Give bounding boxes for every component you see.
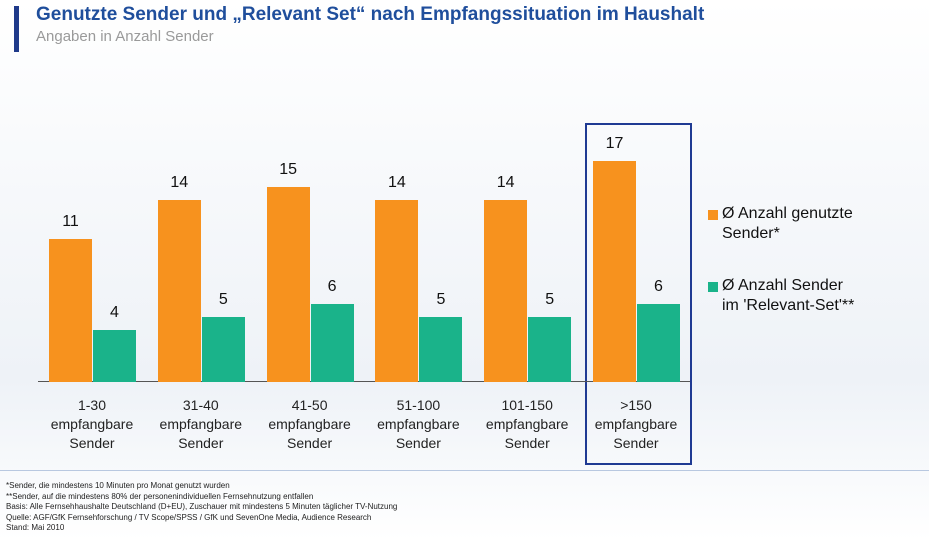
footnote: Quelle: AGF/GfK Fernsehforschung / TV Sc… <box>6 512 372 522</box>
bar <box>528 317 572 382</box>
data-label: 14 <box>496 174 515 191</box>
data-label: 5 <box>218 291 228 308</box>
legend-swatch <box>708 210 718 220</box>
bar <box>201 317 245 382</box>
data-label: 15 <box>279 161 297 178</box>
baseline <box>38 381 690 382</box>
footnote: Stand: Mai 2010 <box>6 523 65 532</box>
x-tick-label: 1-30 empfangbare Sender <box>50 397 134 451</box>
x-tick-label: 31-40 empfangbare Sender <box>159 397 243 451</box>
footnote: **Sender, auf die mindestens 80% der per… <box>6 491 314 501</box>
bar <box>157 200 201 382</box>
bar <box>419 317 463 382</box>
highlight-box <box>585 123 692 465</box>
bar <box>637 304 680 382</box>
data-label: 14 <box>387 174 406 191</box>
bar <box>49 239 92 382</box>
x-tick-label: 101-150 empfangbare Sender <box>485 397 569 451</box>
title-accent <box>14 6 19 52</box>
bar <box>266 187 310 382</box>
data-label: 17 <box>605 135 624 152</box>
bar <box>484 200 528 382</box>
chart-title: Genutzte Sender und „Relevant Set“ nach … <box>36 4 705 25</box>
chart-subtitle: Angaben in Anzahl Sender <box>36 28 214 45</box>
x-tick-label: 51-100 empfangbare Sender <box>377 397 460 451</box>
footnote: *Sender, die mindestens 10 Minuten pro M… <box>6 481 230 490</box>
data-label: 11 <box>62 213 79 230</box>
footnote: Basis: Alle Fernsehhaushalte Deutschland… <box>6 502 398 511</box>
data-label: 6 <box>654 278 663 295</box>
legend-label: Ø Anzahl Sender im 'Relevant-Set'** <box>722 277 855 314</box>
data-label: 5 <box>545 291 555 308</box>
bar <box>593 161 636 382</box>
data-label: 6 <box>327 278 337 295</box>
legend-label: Ø Anzahl genutzte Sender* <box>722 205 853 242</box>
separator <box>0 470 929 471</box>
bar <box>93 330 136 382</box>
bar <box>375 200 419 382</box>
bar <box>310 304 354 382</box>
data-label: 14 <box>170 174 189 191</box>
data-label: 5 <box>436 291 446 308</box>
data-label: 4 <box>110 304 119 321</box>
x-tick-label: >150 empfangbare Sender <box>594 397 678 451</box>
x-tick-label: 41-50 empfangbare Sender <box>268 397 351 451</box>
legend-swatch <box>708 282 718 292</box>
